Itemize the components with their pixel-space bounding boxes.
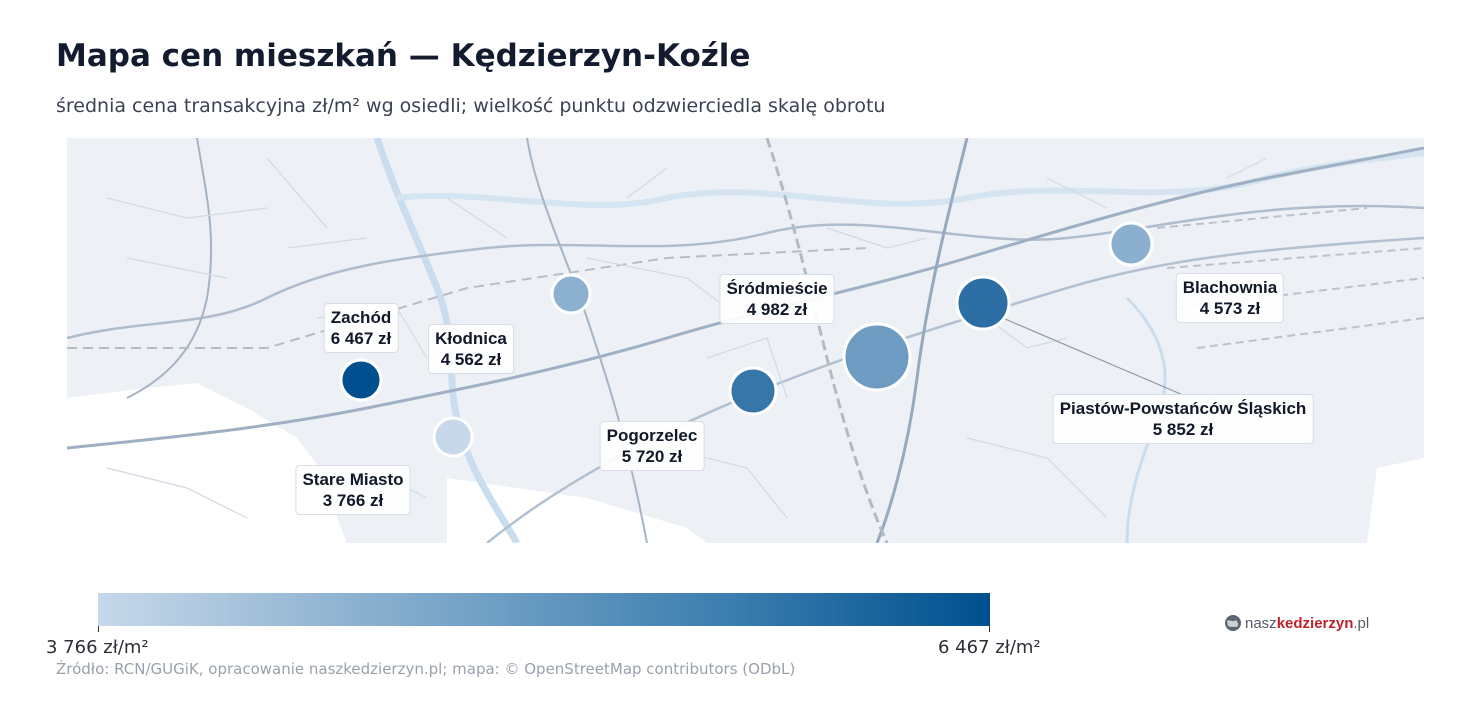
page-title: Mapa cen mieszkań — Kędzierzyn-Koźle	[56, 38, 751, 74]
district-label-stare-miasto: Stare Miasto 3 766 zł	[295, 465, 411, 515]
leader-line-piastow	[990, 312, 1184, 396]
outer-area-south	[447, 478, 707, 543]
district-name: Blachownia	[1182, 278, 1278, 297]
district-price: 4 562 zł	[440, 350, 502, 369]
price-point-zachod[interactable]	[339, 358, 383, 402]
district-name: Piastów-Powstańców Śląskich	[1059, 399, 1307, 418]
railway-west	[67, 247, 868, 349]
district-price: 3 766 zł	[322, 491, 384, 510]
legend-min-label: 3 766 zł/m²	[46, 637, 149, 658]
district-label-zachod: Zachód 6 467 zł	[323, 303, 399, 353]
brand-part-2: kedzierzyn	[1276, 614, 1354, 632]
district-label-blachownia: Blachownia 4 573 zł	[1175, 273, 1285, 323]
district-label-piastow: Piastów-Powstańców Śląskich 5 852 zł	[1052, 394, 1314, 444]
price-point-pogorzelec[interactable]	[728, 366, 778, 416]
legend-tick-max	[989, 626, 990, 632]
color-scale-bar	[98, 593, 990, 626]
district-price: 4 573 zł	[1199, 299, 1261, 318]
district-price: 4 982 zł	[746, 300, 808, 319]
road-main-2	[67, 146, 1424, 450]
district-label-klodnica: Kłodnica 4 562 zł	[428, 324, 514, 374]
district-label-srodmiescie: Śródmieście 4 982 zł	[719, 274, 835, 324]
rail-yard	[1156, 207, 1424, 349]
price-point-blachownia[interactable]	[1108, 221, 1154, 267]
brand-part-3: .pl	[1353, 614, 1370, 632]
price-point-klodnica[interactable]	[550, 273, 592, 315]
legend-tick-min	[98, 626, 99, 632]
district-name: Zachód	[330, 308, 392, 327]
page-subtitle: średnia cena transakcyjna zł/m² wg osied…	[56, 95, 886, 117]
map-panel[interactable]: Zachód 6 467 zł Kłodnica 4 562 zł Stare Mias…	[67, 138, 1424, 543]
source-note: Źródło: RCN/GUGiK, opracowanie naszkedzi…	[56, 660, 796, 678]
district-name: Kłodnica	[435, 329, 507, 348]
price-point-stare-miasto[interactable]	[432, 416, 474, 458]
price-point-piastow[interactable]	[955, 275, 1011, 331]
district-price: 6 467 zł	[330, 329, 392, 348]
brand-part-1: nasz	[1245, 614, 1277, 632]
railway	[765, 138, 889, 543]
brand-logo[interactable]: naszkedzierzyn.pl	[1224, 614, 1369, 632]
district-name: Śródmieście	[726, 279, 828, 298]
price-point-srodmiescie[interactable]	[842, 322, 912, 392]
legend-max-label: 6 467 zł/m²	[938, 637, 1041, 658]
road-west	[126, 138, 213, 399]
district-name: Pogorzelec	[606, 426, 698, 445]
outer-area-west	[67, 383, 347, 543]
outer-area-east	[1367, 458, 1424, 543]
globe-logo-icon	[1225, 615, 1241, 631]
road-east	[875, 138, 969, 543]
district-label-pogorzelec: Pogorzelec 5 720 zł	[599, 421, 705, 471]
district-price: 5 720 zł	[621, 447, 683, 466]
district-name: Stare Miasto	[302, 470, 404, 489]
district-price: 5 852 zł	[1152, 420, 1214, 439]
price-points-layer	[339, 221, 1184, 458]
